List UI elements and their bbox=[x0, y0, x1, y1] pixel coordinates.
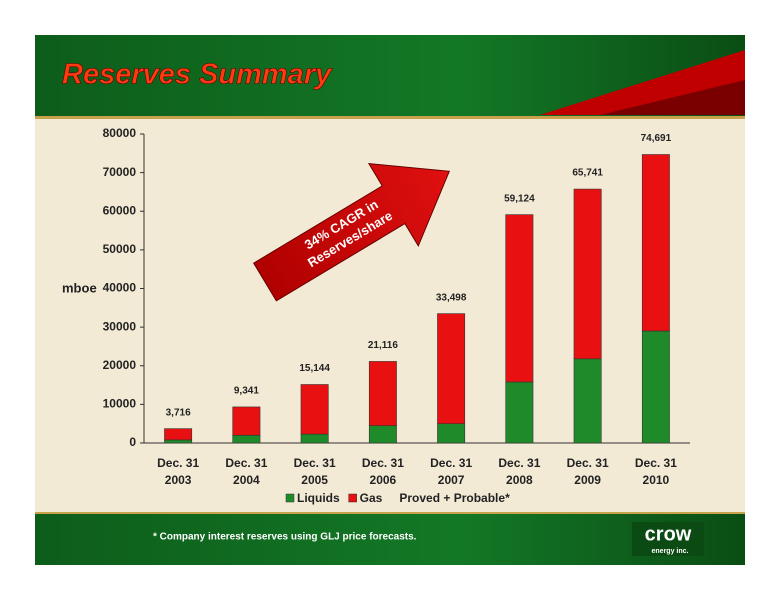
bar-segment bbox=[232, 406, 261, 436]
bar-segment bbox=[437, 313, 466, 424]
y-tick-label: 10000 bbox=[103, 397, 137, 411]
x-tick-label: Dec. 31 bbox=[635, 456, 677, 470]
total-label: 65,741 bbox=[572, 168, 603, 179]
bar-segment bbox=[232, 434, 261, 444]
footnote: * Company interest reserves using GLJ pr… bbox=[153, 532, 417, 543]
logo-sub: energy inc. bbox=[652, 548, 689, 555]
x-tick-label: Dec. 31 bbox=[567, 456, 609, 470]
x-tick-label: Dec. 31 bbox=[225, 456, 267, 470]
slide-bg bbox=[35, 35, 745, 565]
x-tick-label: 2005 bbox=[301, 473, 328, 487]
bar-segment bbox=[505, 381, 534, 444]
header-rule bbox=[35, 116, 745, 119]
bar-segment bbox=[300, 384, 329, 435]
x-tick-label: 2007 bbox=[438, 473, 465, 487]
legend-note: Proved + Probable* bbox=[399, 491, 510, 505]
x-tick-label: Dec. 31 bbox=[157, 456, 199, 470]
x-tick-label: Dec. 31 bbox=[294, 456, 336, 470]
total-label: 3,716 bbox=[166, 407, 191, 418]
y-tick-label: 80000 bbox=[103, 126, 137, 140]
x-tick-label: 2010 bbox=[643, 473, 670, 487]
logo-box bbox=[632, 522, 704, 556]
footer-rule bbox=[35, 512, 745, 514]
y-tick-label: 20000 bbox=[103, 358, 137, 372]
y-axis-label: mboe bbox=[62, 280, 97, 295]
legend-label: Liquids bbox=[297, 491, 340, 505]
x-tick-label: 2009 bbox=[574, 473, 601, 487]
chart-title: Reserves Summary bbox=[62, 59, 333, 91]
header-accent bbox=[600, 80, 745, 115]
bar-segment bbox=[368, 361, 397, 426]
y-tick-label: 50000 bbox=[103, 242, 137, 256]
bar-segment bbox=[164, 428, 193, 441]
y-tick-label: 0 bbox=[129, 435, 136, 449]
bar-segment bbox=[505, 214, 534, 383]
x-tick-label: 2003 bbox=[165, 473, 192, 487]
total-label: 59,124 bbox=[504, 193, 535, 204]
bar-segment bbox=[164, 439, 193, 444]
x-tick-label: 2006 bbox=[370, 473, 397, 487]
x-tick-label: 2008 bbox=[506, 473, 533, 487]
y-tick-label: 30000 bbox=[103, 319, 137, 333]
total-label: 21,116 bbox=[368, 340, 398, 351]
x-tick-label: Dec. 31 bbox=[362, 456, 404, 470]
bar-segment bbox=[368, 425, 397, 444]
bar-segment bbox=[300, 433, 329, 444]
bar-segment bbox=[573, 188, 602, 360]
bar-segment bbox=[641, 330, 670, 444]
footer-band bbox=[35, 513, 745, 565]
arrow-shape bbox=[252, 163, 451, 302]
x-tick-label: 2004 bbox=[233, 473, 260, 487]
logo-word: crow bbox=[645, 523, 692, 545]
y-tick-label: 40000 bbox=[103, 281, 137, 295]
x-tick-label: Dec. 31 bbox=[498, 456, 540, 470]
x-tick-label: Dec. 31 bbox=[430, 456, 472, 470]
legend-label: Gas bbox=[360, 491, 383, 505]
y-tick-label: 70000 bbox=[103, 165, 137, 179]
bar-segment bbox=[641, 154, 670, 332]
bar-segment bbox=[437, 423, 466, 444]
y-tick-label: 60000 bbox=[103, 203, 137, 217]
legend-swatch bbox=[285, 493, 295, 503]
total-label: 74,691 bbox=[641, 133, 672, 144]
bar-segment bbox=[573, 358, 602, 444]
legend-swatch bbox=[348, 493, 357, 503]
total-label: 9,341 bbox=[234, 386, 259, 397]
total-label: 33,498 bbox=[436, 292, 467, 303]
total-label: 15,144 bbox=[299, 363, 330, 374]
